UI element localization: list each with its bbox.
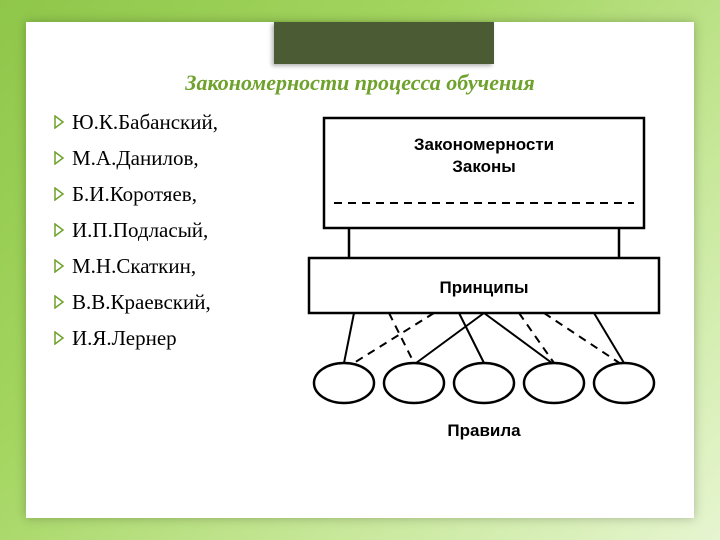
slide-content: Ю.К.Бабанский, М.А.Данилов, Б.И.Коротяев…	[54, 108, 674, 498]
bullet-icon	[54, 324, 72, 345]
slide-title: Закономерности процесса обучения	[26, 66, 694, 100]
hierarchy-diagram: Закономерности Законы Принципы	[294, 108, 674, 498]
author-name: И.Я.Лернер	[72, 324, 177, 352]
list-item: Ю.К.Бабанский,	[54, 108, 294, 136]
list-item: В.В.Краевский,	[54, 288, 294, 316]
bullet-icon	[54, 108, 72, 129]
diagram-svg: Закономерности Законы Принципы	[294, 108, 674, 468]
diagram-box1-line2: Законы	[452, 157, 516, 176]
slide-card: Закономерности процесса обучения Ю.К.Баб…	[26, 22, 694, 518]
list-item: Б.И.Коротяев,	[54, 180, 294, 208]
list-item: М.Н.Скаткин,	[54, 252, 294, 280]
author-name: М.Н.Скаткин,	[72, 252, 196, 280]
list-item: М.А.Данилов,	[54, 144, 294, 172]
author-name: И.П.Подласый,	[72, 216, 208, 244]
bullet-icon	[54, 252, 72, 273]
list-item: И.П.Подласый,	[54, 216, 294, 244]
author-name: Б.И.Коротяев,	[72, 180, 197, 208]
diagram-bottom-label: Правила	[447, 421, 521, 440]
bullet-icon	[54, 288, 72, 309]
bullet-icon	[54, 144, 72, 165]
bullet-icon	[54, 180, 72, 201]
authors-list: Ю.К.Бабанский, М.А.Данилов, Б.И.Коротяев…	[54, 108, 294, 498]
list-item: И.Я.Лернер	[54, 324, 294, 352]
author-name: В.В.Краевский,	[72, 288, 211, 316]
author-name: М.А.Данилов,	[72, 144, 199, 172]
bullet-icon	[54, 216, 72, 237]
corner-fold-decor	[274, 22, 494, 64]
diagram-box2-label: Принципы	[439, 278, 528, 297]
diagram-box1-line1: Закономерности	[414, 135, 554, 154]
author-name: Ю.К.Бабанский,	[72, 108, 218, 136]
